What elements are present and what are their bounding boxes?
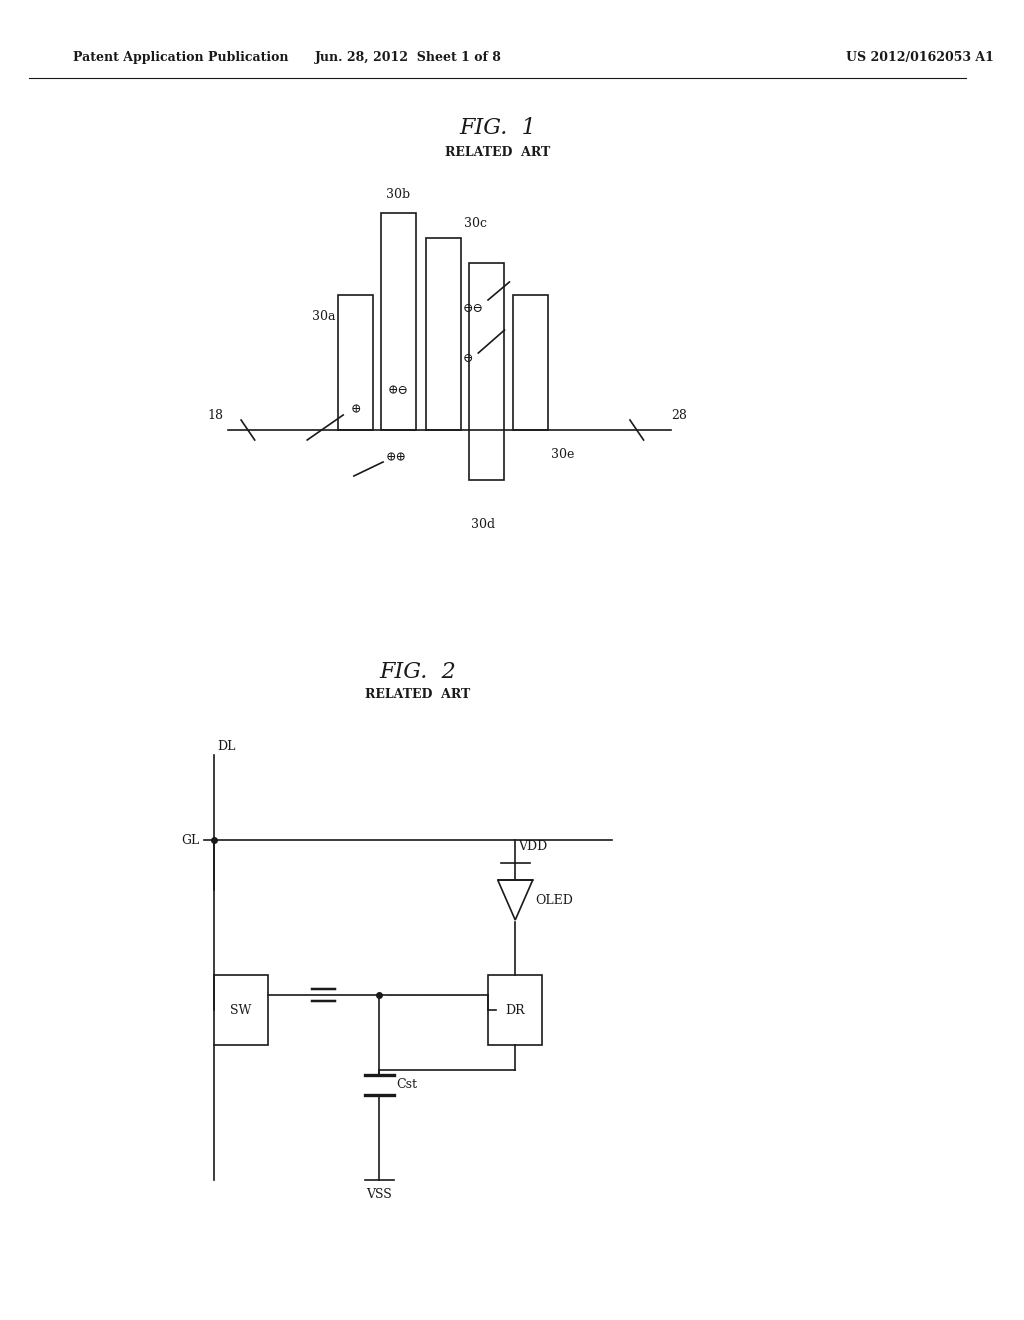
Text: RELATED  ART: RELATED ART xyxy=(366,688,471,701)
Text: OLED: OLED xyxy=(536,894,573,907)
Text: VDD: VDD xyxy=(518,840,548,853)
Text: 30e: 30e xyxy=(551,447,574,461)
Text: RELATED  ART: RELATED ART xyxy=(445,145,550,158)
Text: 18: 18 xyxy=(208,409,224,422)
Text: Jun. 28, 2012  Sheet 1 of 8: Jun. 28, 2012 Sheet 1 of 8 xyxy=(314,51,502,65)
Text: SW: SW xyxy=(230,1003,252,1016)
Bar xyxy=(381,213,416,430)
Text: Patent Application Publication: Patent Application Publication xyxy=(73,51,289,65)
Text: GL: GL xyxy=(181,833,200,846)
Text: ⊖: ⊖ xyxy=(463,351,473,364)
Text: DR: DR xyxy=(506,1003,525,1016)
Text: ⊕⊕: ⊕⊕ xyxy=(386,451,407,465)
Text: 30d: 30d xyxy=(470,517,495,531)
Text: 30a: 30a xyxy=(312,310,336,323)
Text: 30c: 30c xyxy=(464,216,486,230)
Text: 28: 28 xyxy=(671,409,687,422)
Text: 30b: 30b xyxy=(386,187,410,201)
Text: ⊕⊖: ⊕⊖ xyxy=(388,384,409,396)
Bar xyxy=(513,294,548,430)
Text: Cst: Cst xyxy=(396,1078,418,1092)
Text: ⊕: ⊕ xyxy=(350,404,361,417)
Text: FIG.  1: FIG. 1 xyxy=(460,117,537,139)
Text: US 2012/0162053 A1: US 2012/0162053 A1 xyxy=(846,51,993,65)
Bar xyxy=(214,975,268,1045)
Text: DL: DL xyxy=(217,741,236,752)
Text: VSS: VSS xyxy=(367,1188,392,1201)
Bar xyxy=(469,263,504,480)
Bar xyxy=(426,238,461,430)
Text: FIG.  2: FIG. 2 xyxy=(380,661,457,682)
Text: ⊖⊖: ⊖⊖ xyxy=(463,301,483,314)
Bar xyxy=(488,975,543,1045)
Bar xyxy=(338,294,374,430)
